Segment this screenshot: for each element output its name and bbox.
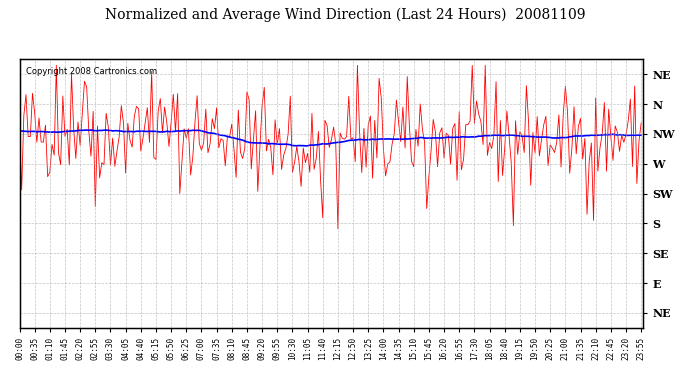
Text: Normalized and Average Wind Direction (Last 24 Hours)  20081109: Normalized and Average Wind Direction (L… [105, 8, 585, 22]
Text: Copyright 2008 Cartronics.com: Copyright 2008 Cartronics.com [26, 68, 157, 76]
